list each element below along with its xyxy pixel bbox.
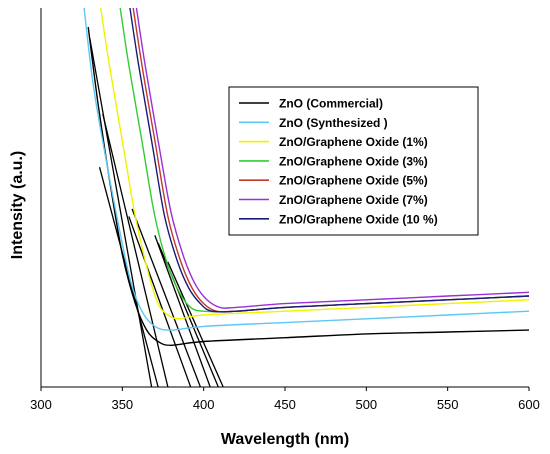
tangent-line-4 bbox=[128, 216, 192, 387]
series-line-6 bbox=[135, 8, 529, 309]
legend: ZnO (Commercial) ZnO (Synthesized ) ZnO/Gr… bbox=[228, 86, 479, 236]
tangent-line-2 bbox=[102, 113, 169, 387]
legend-label-3: ZnO/Graphene Oxide (1%) bbox=[279, 135, 428, 149]
x-tick-label-350: 350 bbox=[111, 397, 133, 412]
legend-label-7: ZnO/Graphene Oxide (10 %) bbox=[279, 212, 438, 226]
series-lines bbox=[83, 8, 529, 347]
tangent-line-1 bbox=[89, 38, 153, 387]
series-line-3 bbox=[100, 8, 529, 320]
x-tick-label-400: 400 bbox=[193, 397, 215, 412]
y-axis-title: Intensity (a.u.) bbox=[9, 151, 26, 259]
x-tick-label-600: 600 bbox=[518, 397, 540, 412]
series-line-7 bbox=[129, 8, 529, 313]
legend-label-1: ZnO (Commercial) bbox=[279, 97, 383, 111]
x-axis-title: Wavelength (nm) bbox=[221, 431, 349, 448]
legend-label-2: ZnO (Synthesized ) bbox=[279, 116, 388, 130]
x-tick-label-550: 550 bbox=[437, 397, 459, 412]
tangent-line-6 bbox=[154, 235, 211, 387]
legend-label-6: ZnO/Graphene Oxide (7%) bbox=[279, 193, 428, 207]
x-tick-label-450: 450 bbox=[274, 397, 296, 412]
x-ticks: 300 350 400 450 500 550 600 bbox=[30, 387, 540, 412]
series-line-2 bbox=[83, 8, 529, 331]
legend-label-5: ZnO/Graphene Oxide (5%) bbox=[279, 174, 428, 188]
tangent-lines bbox=[89, 38, 224, 387]
x-tick-label-300: 300 bbox=[30, 397, 52, 412]
tangent-line-5 bbox=[131, 208, 202, 387]
tangent-line-8 bbox=[167, 261, 224, 387]
x-tick-label-500: 500 bbox=[355, 397, 377, 412]
legend-box bbox=[228, 86, 479, 236]
legend-label-4: ZnO/Graphene Oxide (3%) bbox=[279, 154, 428, 168]
